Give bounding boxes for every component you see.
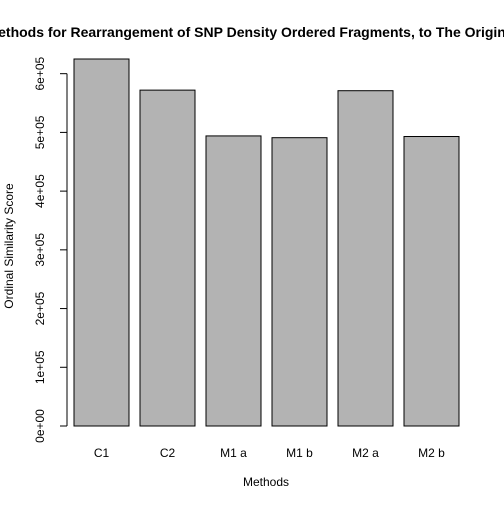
- x-tick-label-c2: C2: [160, 446, 176, 460]
- y-tick-label: 3e+05: [33, 233, 47, 267]
- y-tick-label: 2e+05: [33, 291, 47, 325]
- bar-m1-a: [205, 135, 262, 427]
- x-tick-label-m2-b: M2 b: [418, 446, 445, 460]
- x-tick-label-c1: C1: [94, 446, 110, 460]
- x-axis-label: Methods: [243, 475, 289, 489]
- y-tick-label: 4e+05: [33, 174, 47, 208]
- y-tick-label: 5e+05: [33, 115, 47, 149]
- x-tick-label-m2-a: M2 a: [352, 446, 379, 460]
- x-tick-label-m1-a: M1 a: [220, 446, 247, 460]
- bars-layer: [73, 58, 460, 427]
- y-tick-label: 1e+05: [33, 350, 47, 384]
- bar-m2-a: [337, 90, 394, 427]
- bar-m2-b: [403, 136, 460, 427]
- y-tick-label: 6e+05: [33, 57, 47, 91]
- y-tick-label: 0e+00: [33, 409, 47, 443]
- x-axis: C1 C2 M1 a M1 b M2 a M2 b: [94, 446, 445, 460]
- y-axis-label: Ordinal Similarity Score: [2, 183, 16, 309]
- y-axis: 0e+00 1e+05 2e+05 3e+05 4e+05 5e+05 6e+05: [33, 57, 68, 443]
- x-tick-label-m1-b: M1 b: [286, 446, 313, 460]
- bar-c1: [73, 58, 130, 427]
- bar-c2: [139, 89, 196, 427]
- bar-m1-b: [271, 137, 328, 427]
- chart-title: Methods for Rearrangement of SNP Density…: [0, 24, 504, 40]
